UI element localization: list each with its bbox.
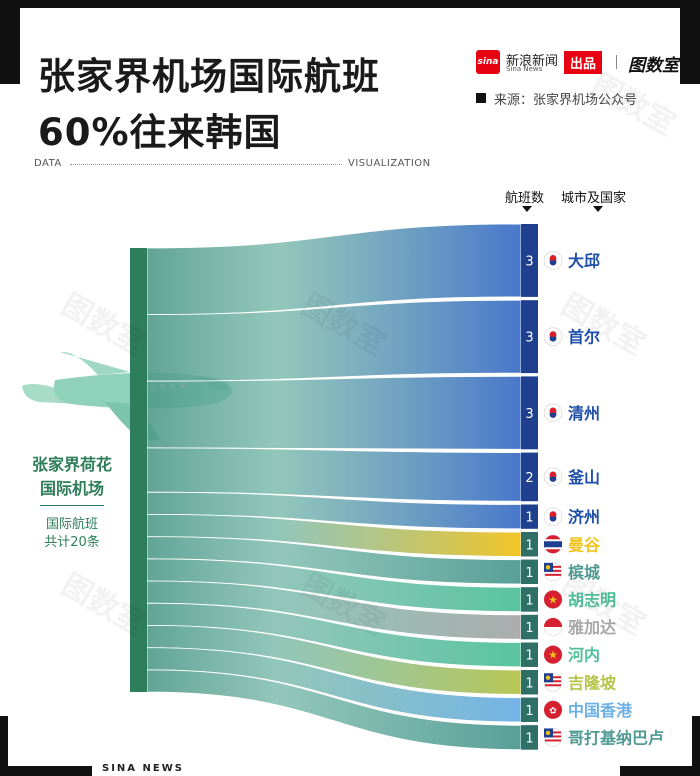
bottom-left-bar [0, 766, 92, 776]
destination-node-bar [521, 504, 538, 529]
flag-my-icon [543, 728, 563, 747]
top-border [0, 0, 700, 8]
destination-city-label: 胡志明 [568, 590, 616, 609]
flow-band [146, 513, 522, 557]
bottom-right-bar [620, 766, 700, 776]
source-text: 来源：张家界机场公众号 [494, 93, 638, 108]
flag-my-icon [543, 562, 563, 582]
flight-count-label: 1 [525, 704, 533, 719]
source-node-label-line1: 张家界荷花 [31, 455, 112, 474]
destination-city-label: 大邱 [568, 251, 600, 270]
sina-logo: sina [476, 50, 500, 74]
flight-count-label: 3 [525, 407, 533, 422]
left-border [0, 0, 20, 84]
destination-node-bar-tint [521, 532, 538, 557]
flag-th-icon [543, 534, 563, 554]
destination-city-label: 曼谷 [568, 535, 601, 554]
visualization-label: VISUALIZATION [348, 158, 431, 169]
source-label-divider [40, 505, 104, 506]
brand-block: sina 新浪新闻 Sina News 出品 图数室 [476, 50, 686, 76]
flight-count-label: 1 [525, 649, 533, 664]
arrow-down-icon [522, 206, 532, 212]
page-title-line2: 60%往来韩国 [38, 111, 282, 154]
right-border [680, 0, 700, 84]
arrow-down-icon [593, 206, 603, 212]
destination-city-label: 吉隆坡 [568, 673, 617, 692]
destination-node-bar [521, 224, 538, 297]
destination-node-bar [521, 376, 538, 450]
flight-count-label: 1 [525, 593, 533, 608]
destination-node-bar [521, 452, 538, 502]
destination-city-label: 中国香港 [568, 701, 633, 720]
flag-vn-icon: ★ [543, 590, 563, 609]
flight-count-label: 1 [525, 676, 533, 691]
svg-text:★: ★ [548, 649, 558, 662]
brand2-logo: 图数室 [628, 56, 679, 76]
destination-node-bar [521, 300, 538, 374]
bottom-left-border [0, 716, 8, 776]
flight-count-label: 1 [525, 538, 533, 553]
flag-kr-icon [543, 507, 563, 526]
destination-node-bar-tint [521, 725, 538, 750]
flow-band [146, 624, 522, 695]
destination-city-label: 首尔 [568, 328, 600, 347]
brand-divider [616, 55, 617, 69]
destination-city-label: 釜山 [567, 468, 600, 487]
destination-node-bar-tint [521, 642, 538, 667]
flight-count-label: 1 [525, 731, 533, 746]
brand-sub: Sina News [506, 65, 543, 73]
footer-brand: SINA NEWS [102, 763, 184, 774]
total-label-line2: 共计20条 [44, 535, 100, 550]
destination-node-bar-tint [521, 697, 538, 722]
dotted-divider [70, 164, 342, 165]
destination-city-label: 槟城 [568, 563, 600, 582]
flight-count-label: 3 [525, 254, 533, 269]
total-label-line1: 国际航班 [45, 517, 98, 532]
flag-kr-icon [543, 403, 563, 423]
data-label: DATA [34, 158, 62, 169]
flight-count-label: 1 [525, 566, 533, 581]
destination-city-label: 哥打基纳巴卢 [568, 728, 664, 747]
flight-count-label: 3 [525, 331, 533, 346]
flag-id-icon [543, 617, 563, 637]
flag-kr-icon [543, 327, 563, 346]
page-title-line1: 张家界机场国际航班 [38, 55, 380, 98]
destination-node-bar-tint [521, 670, 538, 695]
destination-node-bar-tint [521, 587, 538, 612]
flag-kr-icon [543, 251, 563, 270]
svg-text:✿: ✿ [549, 706, 557, 716]
destination-node-bar-tint [521, 614, 538, 640]
flights-column-header: 航班数 [505, 191, 545, 206]
flag-kr-icon [543, 467, 563, 487]
flag-cn-icon: ✿ [543, 700, 563, 720]
destination-city-label: 清州 [568, 404, 600, 423]
source-marker [476, 93, 486, 103]
svg-text:★: ★ [548, 593, 558, 606]
flight-count-label: 1 [525, 511, 533, 526]
source-node-bar [130, 248, 147, 692]
flight-count-label: 1 [525, 621, 533, 636]
bottom-right-border [692, 716, 700, 776]
destination-city-label: 河内 [568, 646, 600, 665]
flag-vn-icon: ★ [543, 645, 563, 664]
flag-my-icon [543, 672, 563, 692]
destination-node-bar-tint [521, 559, 538, 584]
destination-column-header: 城市及国家 [561, 191, 627, 206]
destination-city-label: 济州 [568, 508, 600, 527]
produced-badge: 出品 [564, 51, 603, 74]
brand-name: 新浪新闻 [506, 54, 559, 69]
source-node-label-line2: 国际机场 [39, 479, 104, 498]
flow-band [146, 375, 522, 450]
destination-city-label: 雅加达 [567, 618, 616, 637]
flight-count-label: 2 [525, 471, 533, 486]
